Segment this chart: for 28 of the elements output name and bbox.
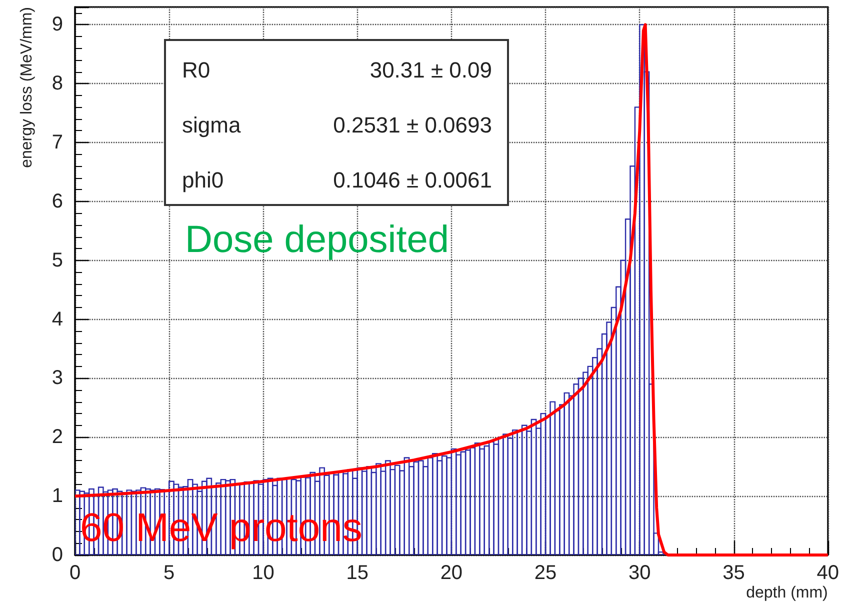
y-tick-label: 4 bbox=[52, 308, 63, 330]
y-tick-label: 7 bbox=[52, 132, 63, 154]
x-tick-label: 20 bbox=[440, 562, 463, 584]
x-tick-label: 30 bbox=[628, 562, 651, 584]
annotation: Dose deposited bbox=[185, 219, 450, 261]
x-tick-label: 25 bbox=[534, 562, 557, 584]
annotation: phi0 bbox=[182, 168, 224, 192]
y-tick-label: 0 bbox=[52, 544, 63, 566]
x-tick-label: 15 bbox=[346, 562, 368, 584]
x-tick-label: 5 bbox=[164, 562, 175, 584]
x-axis-title: depth (mm) bbox=[746, 584, 828, 602]
y-tick-label: 6 bbox=[52, 190, 63, 212]
annotation: 0.2531 ± 0.0693 bbox=[333, 112, 492, 138]
y-tick-label: 2 bbox=[52, 426, 63, 448]
annotation: 30.31 ± 0.09 bbox=[370, 58, 492, 82]
annotation: sigma bbox=[182, 112, 242, 138]
annotation: 0.1046 ± 0.0061 bbox=[333, 168, 492, 192]
x-tick-label: 10 bbox=[252, 562, 274, 584]
y-tick-label: 5 bbox=[52, 249, 63, 272]
x-tick-label: 40 bbox=[816, 562, 839, 584]
y-tick-label: 9 bbox=[52, 14, 63, 36]
y-tick-label: 3 bbox=[52, 367, 63, 390]
y-tick-label: 1 bbox=[52, 485, 63, 508]
x-tick-label: 0 bbox=[69, 562, 81, 584]
annotation: R0 bbox=[182, 58, 210, 82]
y-tick-label: 8 bbox=[52, 72, 63, 95]
y-axis-title: energy loss (MeV/mm) bbox=[18, 7, 36, 168]
x-tick-label: 35 bbox=[722, 562, 745, 584]
